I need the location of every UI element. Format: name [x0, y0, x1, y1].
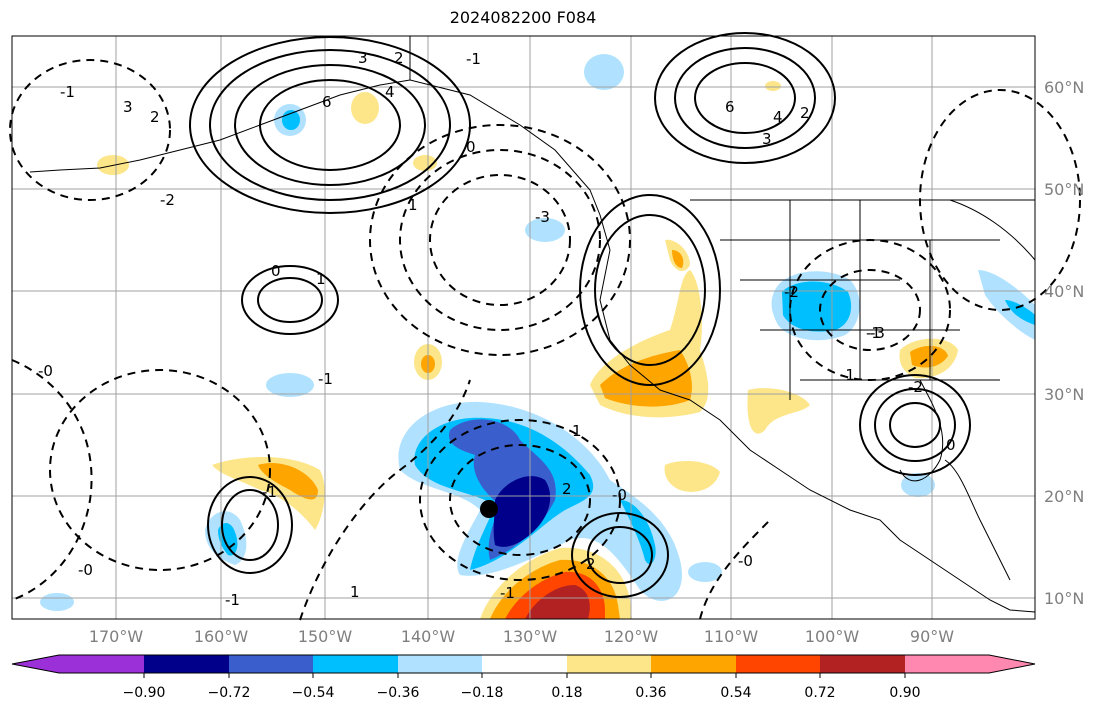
colorbar-tick-label: −0.18 — [461, 685, 504, 701]
contour-label: -0 — [38, 362, 53, 380]
longitude-labels: 170°W 160°W 150°W 140°W 130°W 120°W 110°… — [89, 627, 954, 646]
contour-label: -1 — [866, 324, 881, 342]
lat-label: 60°N — [1044, 78, 1084, 97]
contour-label: -2 — [160, 191, 175, 209]
contour-label: -0 — [738, 552, 753, 570]
negative-anomaly-region — [782, 281, 852, 332]
contour-label: 2 — [800, 104, 810, 122]
contour-label: 0 — [466, 138, 476, 156]
negative-anomaly-region — [1005, 300, 1035, 325]
contour-label: -0 — [78, 561, 93, 579]
contour-label: -2 — [784, 283, 799, 301]
colorbar-segment — [651, 655, 736, 673]
positive-anomaly-region — [258, 462, 318, 500]
colorbar-segment — [820, 655, 905, 673]
lon-label: 140°W — [401, 627, 456, 646]
lat-label: 30°N — [1044, 385, 1084, 404]
colorbar-tick-label: −0.36 — [377, 685, 420, 701]
contour-label: 1 — [572, 422, 582, 440]
colorbar-segment — [567, 655, 651, 673]
contour-label: 3 — [358, 49, 368, 67]
colorbar-segment — [144, 655, 229, 673]
positive-anomaly-region — [672, 250, 684, 268]
lon-label: 90°W — [910, 627, 954, 646]
lon-label: 170°W — [89, 627, 144, 646]
lat-label: 20°N — [1044, 487, 1084, 506]
map-title: 2024082200 F084 — [449, 8, 597, 27]
contour-label: 4 — [385, 83, 395, 101]
contour-label: 3 — [123, 98, 133, 116]
colorbar-segment — [905, 655, 989, 673]
contour-label: 1 — [350, 583, 360, 601]
colorbar-tick-label: −0.90 — [123, 685, 166, 701]
contour-label: 2 — [394, 49, 404, 67]
lon-label: 150°W — [298, 627, 353, 646]
colorbar-tick-label: 0.36 — [635, 685, 666, 701]
contour-label: -1 — [840, 366, 855, 384]
colorbar-tick-label: −0.54 — [292, 685, 335, 701]
positive-anomaly-region — [747, 388, 810, 434]
contour-label: 1 — [408, 196, 418, 214]
contour-label: 6 — [322, 93, 332, 111]
contour-label: 2 — [150, 108, 160, 126]
positive-anomaly-region — [525, 585, 590, 619]
colorbar-tick-label: −0.72 — [208, 685, 251, 701]
lon-label: 100°W — [805, 627, 860, 646]
contour-label: 6 — [725, 98, 735, 116]
contour-label: -1 — [60, 83, 75, 101]
latitude-labels: 60°N 50°N 40°N 30°N 20°N 10°N — [1044, 78, 1084, 608]
colorbar-segment — [59, 655, 144, 673]
contour-label: -1 — [318, 370, 333, 388]
colorbar-segment — [482, 655, 567, 673]
contour-label: -1 — [262, 483, 277, 501]
contour-labels: 3 2 4 6 3 2 -1 0 6 4 3 2 -1 1 -2 -3 0 1 … — [38, 49, 956, 609]
contour-label: -1 — [225, 591, 240, 609]
colorbar: −0.90 −0.72 −0.54 −0.36 −0.18 0.18 0.36 … — [11, 654, 1036, 701]
contour-label: -1 — [466, 50, 481, 68]
colorbar-tick-label: 0.54 — [720, 685, 751, 701]
contour-label: 1 — [316, 270, 326, 288]
contour-label: -2 — [908, 378, 923, 396]
contour-label: -3 — [870, 324, 885, 342]
lon-label: 160°W — [194, 627, 249, 646]
colorbar-segment — [313, 655, 398, 673]
graticule — [12, 36, 1035, 619]
contour-lines — [9, 32, 1081, 621]
lat-label: 40°N — [1044, 282, 1084, 301]
colorbar-segment — [736, 655, 820, 673]
colorbar-segment — [229, 655, 313, 673]
lat-label: 50°N — [1044, 180, 1084, 199]
negative-anomaly-region — [978, 270, 1035, 340]
contour-label: -0 — [612, 486, 627, 504]
contour-label: -3 — [535, 208, 550, 226]
lat-label: 10°N — [1044, 589, 1084, 608]
negative-anomaly-region — [609, 494, 671, 600]
map-panel: 3 2 4 6 3 2 -1 0 6 4 3 2 -1 1 -2 -3 0 1 … — [9, 32, 1081, 621]
lon-label: 120°W — [604, 627, 659, 646]
colorbar-segment — [398, 655, 482, 673]
positive-anomaly-region — [910, 345, 948, 368]
contour-label: 0 — [946, 436, 956, 454]
lon-label: 110°W — [704, 627, 759, 646]
lon-label: 130°W — [503, 627, 558, 646]
colorbar-extend-high — [989, 655, 1035, 673]
colorbar-tick-label: 0.90 — [889, 685, 920, 701]
contour-label: 3 — [762, 130, 772, 148]
contour-label: 0 — [271, 262, 281, 280]
positive-anomaly-region — [664, 460, 720, 492]
contour-label: -1 — [500, 584, 515, 602]
colorbar-tick-label: 0.18 — [551, 685, 582, 701]
colorbar-extend-low — [12, 655, 59, 673]
colorbar-tick-label: 0.72 — [804, 685, 835, 701]
storm-center-marker — [480, 500, 498, 518]
contour-label: 2 — [586, 555, 596, 573]
negative-anomaly-region — [493, 476, 551, 547]
contour-label: 2 — [562, 480, 572, 498]
contour-label: 4 — [773, 108, 783, 126]
